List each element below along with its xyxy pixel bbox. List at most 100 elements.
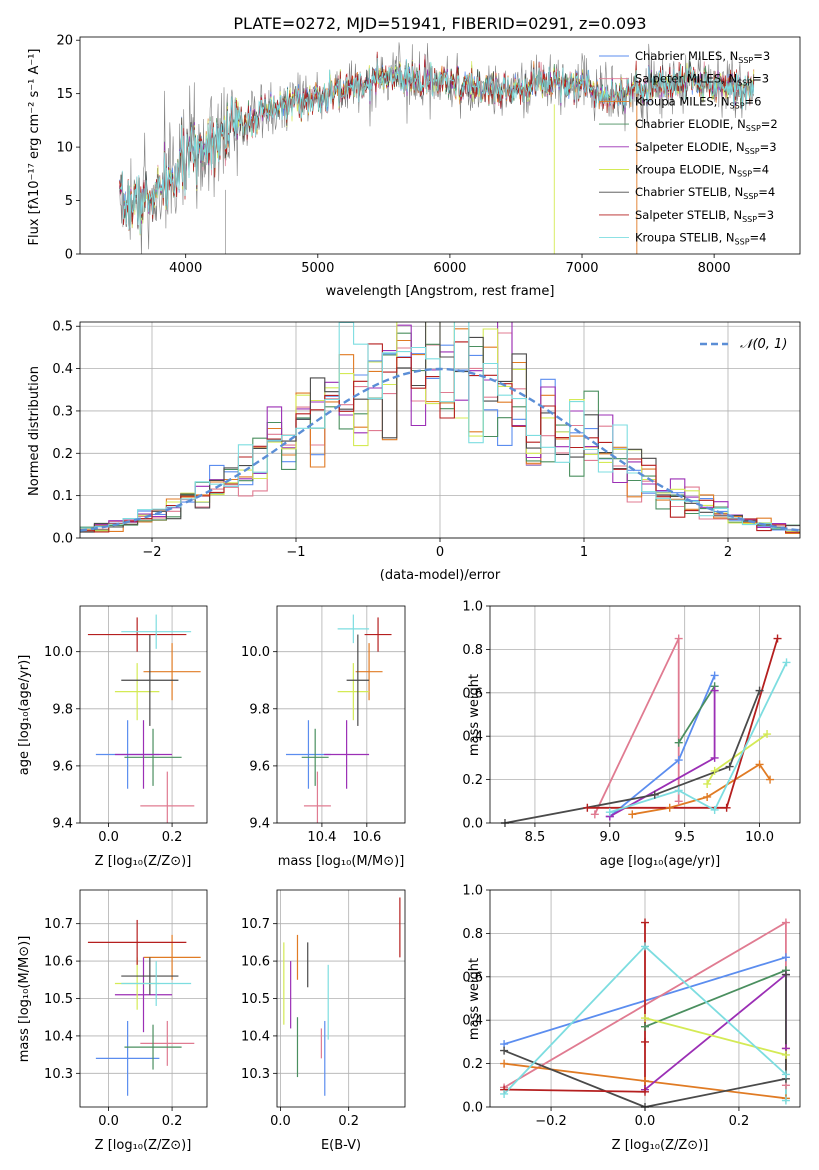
legend-value: =2: [761, 117, 778, 131]
legend-value: =4: [750, 231, 767, 245]
axes-frame: [79, 36, 801, 255]
model-spectrum-kroupa_stelib: [119, 57, 755, 235]
x-tick-label: 0.0: [98, 830, 119, 845]
weight-marker-kroupa_elodie: [763, 730, 772, 739]
y-tick-label: 10.7: [241, 917, 270, 932]
weight-marker-salpeter_elodie: [710, 686, 719, 695]
legend-subscript: SSP: [737, 170, 752, 179]
spectrum-legend: Chabrier MILES, NSSP=3 Salpeter MILES, NS…: [599, 49, 778, 247]
legend-subscript: SSP: [735, 238, 750, 247]
y-tick-label: 0.8: [462, 643, 483, 658]
x-tick-label: 10.6: [352, 830, 381, 845]
y-tick-label: 9.4: [249, 817, 270, 832]
residual-histogram-panel: −2 −1 0 1 2 0.0 0.1 0.2 0.3 0.4 0.5 𝒩(0, 1): [52, 320, 801, 560]
weight-marker-kroupa_elodie: [781, 1050, 790, 1059]
axes-frame: [489, 605, 801, 824]
weight-marker-salpeter_miles: [674, 634, 683, 643]
plot-area: [285, 614, 392, 823]
legend-label-salpeter_miles: Salpeter MILES, NSSP=3: [635, 72, 769, 88]
x-tick-label: 8.5: [525, 830, 546, 845]
x-tick-label: 9.0: [599, 830, 620, 845]
weight-line-kroupa_miles: [632, 763, 771, 816]
weight-marker-chabrier_elodie: [674, 738, 683, 747]
spectrum-xlabel: wavelength [Angstrom, rest frame]: [326, 284, 555, 299]
legend-value: =6: [745, 94, 762, 108]
z-weight-panel: −0.2 0.0 0.2 0.0 0.2 0.4 0.6 0.8 1.0: [462, 884, 801, 1129]
legend-value: =3: [752, 72, 769, 86]
z-age-xlabel: Z [log₁₀(Z/Z⊙)]: [95, 854, 192, 869]
y-tick-label: 0.4: [462, 1014, 483, 1029]
weight-marker-salpeter_stelib: [722, 803, 731, 812]
weight-marker-kroupa_stelib: [781, 1096, 790, 1105]
weight-marker-kroupa_stelib: [641, 942, 649, 951]
y-tick-label: 0.1: [52, 489, 73, 504]
histogram-chabrier_stelib: [80, 322, 800, 533]
plot-area: [87, 919, 201, 1096]
mass-age-panel: 10.4 10.6 9.4 9.6 9.8 10.0: [241, 605, 406, 845]
weight-line-chabrier_stelib: [503, 974, 787, 1107]
x-tick-label: −2: [142, 545, 161, 560]
weight-line-chabrier_elodie: [677, 685, 716, 744]
x-tick-label: 0.2: [162, 1114, 183, 1129]
figure-title: PLATE=0272, MJD=51941, FIBERID=0291, z=0…: [233, 14, 646, 33]
weight-marker-salpeter_miles: [781, 918, 790, 927]
weight-marker-salpeter_stelib: [641, 1037, 649, 1046]
y-tick-label: 0: [65, 248, 73, 263]
y-tick-label: 10.6: [241, 955, 270, 970]
y-tick-label: 10.3: [241, 1067, 270, 1082]
weight-marker-kroupa_elodie: [641, 1014, 649, 1023]
y-tick-label: 0.0: [462, 817, 483, 832]
weight-marker-kroupa_miles: [755, 760, 764, 769]
spectrum-panel: 4000 5000 6000 7000 8000 0 5 10 15 20 Chabrier MIL…: [56, 34, 801, 276]
z-weight-ylabel: mass weight: [467, 958, 482, 1040]
legend-subscript: SSP: [746, 124, 761, 133]
residuals-xlabel: (data-model)/error: [380, 568, 501, 583]
legend-label-chabrier_elodie: Chabrier ELODIE, NSSP=2: [635, 117, 778, 133]
weight-marker-kroupa_stelib: [781, 1070, 790, 1079]
y-tick-label: 0.2: [52, 447, 73, 462]
legend-subscript: SSP: [738, 56, 753, 65]
weight-line-kroupa_stelib: [609, 662, 788, 813]
weight-line-kroupa_elodie: [706, 733, 768, 785]
y-tick-label: 1.0: [462, 600, 483, 615]
legend-label-normal: 𝒩(0, 1): [740, 337, 787, 352]
mass-age-xlabel: mass [log₁₀(M/M⊙)]: [278, 854, 405, 869]
y-tick-label: 9.6: [52, 759, 73, 774]
ebv-mass-xlabel: E(B-V): [321, 1138, 361, 1153]
histogram-kroupa_stelib: [80, 322, 800, 531]
x-tick-label: 1: [580, 545, 588, 560]
weight-marker-kroupa_stelib: [710, 805, 719, 814]
y-tick-label: 0.6: [462, 686, 483, 701]
weight-marker-kroupa_miles: [641, 1076, 649, 1085]
weight-marker-chabrier_stelib: [650, 790, 659, 799]
z-age-ylabel: age [log₁₀(age/yr)]: [17, 655, 32, 776]
weight-marker-chabrier_stelib: [500, 1046, 509, 1055]
y-tick-label: 0.4: [462, 730, 483, 745]
x-tick-label: 4000: [169, 261, 202, 276]
legend-label-salpeter_stelib: Salpeter STELIB, NSSP=3: [635, 208, 774, 224]
y-tick-label: 15: [56, 87, 73, 102]
axes-frame: [276, 889, 406, 1108]
y-tick-label: 10: [56, 141, 73, 156]
weight-marker-kroupa_miles: [703, 792, 712, 801]
y-tick-label: 9.6: [249, 759, 270, 774]
x-tick-label: 0.2: [338, 1114, 359, 1129]
axes-frame: [79, 605, 208, 824]
legend-value: =3: [757, 208, 774, 222]
legend-subscript: SSP: [742, 215, 757, 224]
weight-marker-kroupa_miles: [500, 1059, 509, 1068]
plot-area: [87, 614, 201, 823]
y-tick-label: 0.6: [462, 970, 483, 985]
normal-distribution-curve: [80, 367, 800, 532]
x-tick-label: 0.2: [162, 830, 183, 845]
weight-marker-salpeter_stelib: [641, 918, 649, 927]
legend-label-salpeter_elodie: Salpeter ELODIE, NSSP=3: [635, 140, 777, 156]
weight-line-chabrier_stelib: [504, 690, 761, 823]
x-tick-label: 9.5: [674, 830, 695, 845]
weight-marker-salpeter_stelib: [773, 634, 782, 643]
weight-marker-salpeter_miles: [590, 810, 599, 819]
x-tick-label: 0.2: [729, 1114, 750, 1129]
weight-marker-chabrier_miles: [710, 671, 719, 680]
y-tick-label: 20: [56, 34, 73, 49]
residuals-ylabel: Normed distribution: [27, 366, 42, 496]
